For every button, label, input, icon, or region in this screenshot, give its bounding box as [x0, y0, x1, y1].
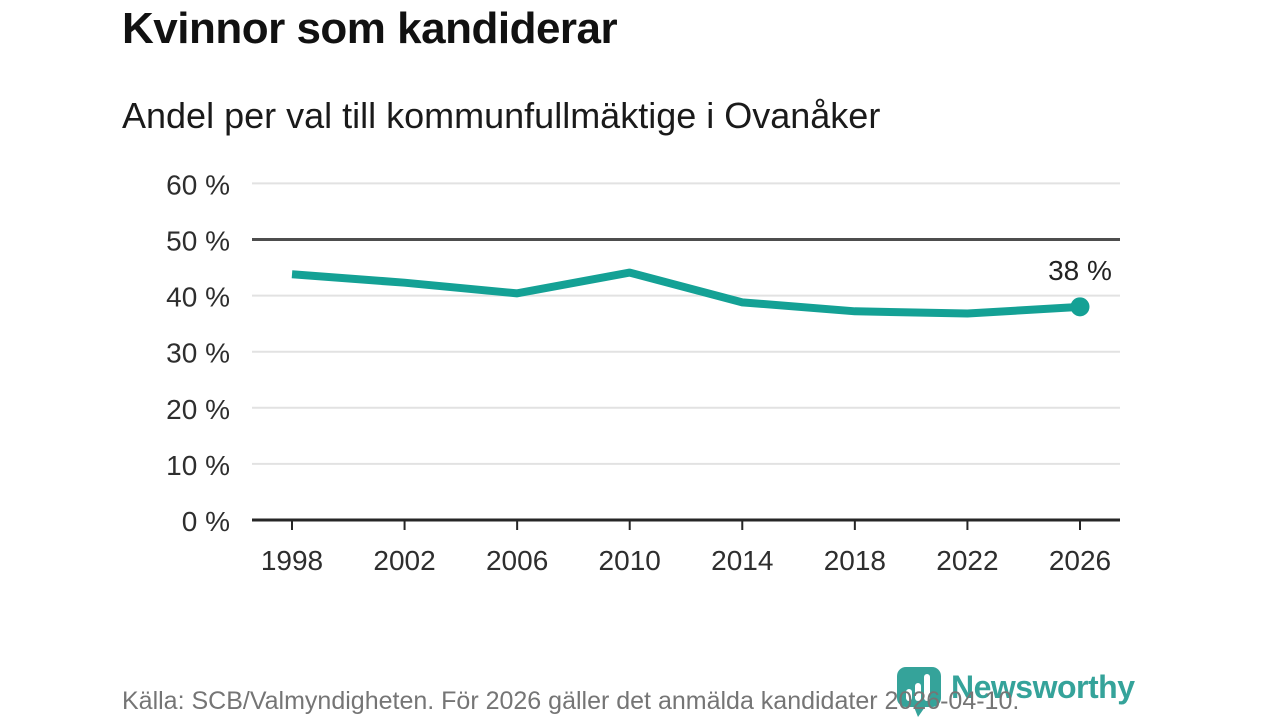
- page-title: Kvinnor som kandiderar: [122, 4, 618, 53]
- x-tick-label: 2026: [1049, 545, 1111, 576]
- x-tick-label: 2022: [936, 545, 998, 576]
- x-tick-label: 2018: [824, 545, 886, 576]
- chart-subtitle: Andel per val till kommunfullmäktige i O…: [122, 95, 881, 136]
- line-chart: 0 % 10 % 20 % 30 % 40 % 50 % 60 % 1998 2002 2006 2…: [166, 169, 1126, 576]
- source-note: Källa: SCB/Valmyndigheten. För 2026 gäll…: [122, 687, 1020, 715]
- data-point-marker: [1070, 297, 1090, 317]
- newsworthy-logo: Newsworthy: [897, 667, 1135, 717]
- logo-bar-short: [906, 689, 912, 701]
- y-tick-label: 10 %: [166, 450, 230, 481]
- newsworthy-wordmark: Newsworthy: [951, 669, 1135, 705]
- x-tick-label: 2010: [599, 545, 661, 576]
- data-point-label-bg: [1033, 248, 1126, 289]
- y-tick-label: 20 %: [166, 394, 230, 425]
- data-point-label: 38 %: [1048, 255, 1112, 286]
- logo-bar-medium: [915, 683, 921, 701]
- newsworthy-logo-icon: [897, 667, 941, 717]
- y-tick-label: 50 %: [166, 226, 230, 257]
- y-tick-label: 40 %: [166, 282, 230, 313]
- x-tick-label: 2002: [373, 545, 435, 576]
- y-tick-label: 0 %: [182, 506, 230, 537]
- logo-bar-tall: [924, 674, 930, 701]
- x-tick-label: 2014: [711, 545, 773, 576]
- x-tick-label: 2006: [486, 545, 548, 576]
- y-tick-label: 30 %: [166, 338, 230, 369]
- x-tick-label: 1998: [261, 545, 323, 576]
- y-tick-label: 60 %: [166, 169, 230, 200]
- data-line: [291, 268, 1081, 318]
